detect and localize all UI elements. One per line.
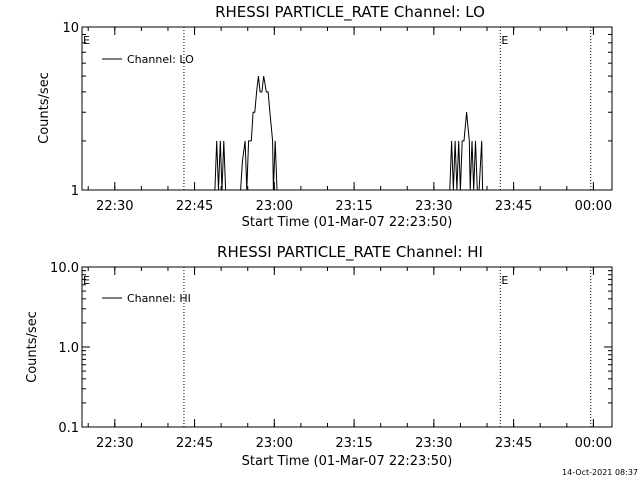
- generation-timestamp: 14-Oct-2021 08:37: [562, 468, 638, 477]
- x-tick-label: 23:00: [256, 199, 293, 214]
- y-axis-label: Counts/sec: [37, 72, 52, 144]
- series-line: [82, 76, 612, 191]
- x-tick-label: 22:45: [176, 199, 213, 214]
- event-marker-label: E: [83, 34, 90, 47]
- x-tick-label: 23:15: [335, 199, 372, 214]
- event-marker-label: E: [83, 274, 90, 287]
- legend-label: Channel: HI: [127, 292, 191, 305]
- x-tick-label: 23:15: [335, 436, 372, 451]
- y-tick-label: 1: [71, 184, 79, 199]
- y-axis-label: Counts/sec: [25, 311, 40, 383]
- x-tick-label: 00:00: [575, 436, 612, 451]
- y-tick-label: 10.0: [50, 261, 79, 276]
- x-tick-label: 23:00: [256, 436, 293, 451]
- x-axis-label: Start Time (01-Mar-07 22:23:50): [242, 454, 453, 469]
- x-tick-label: 22:30: [96, 436, 133, 451]
- legend: Channel: HI: [102, 292, 191, 305]
- x-tick-label: 22:45: [176, 436, 213, 451]
- chart-title: RHESSI PARTICLE_RATE Channel: LO: [215, 3, 485, 22]
- axis-ticks: 22:30 22:45 23:00 23:15 23:30 23:45 00:00 1 10: [62, 21, 612, 214]
- chart-panel-hi: RHESSI PARTICLE_RATE Channel: HI 22:30 22…: [25, 243, 613, 469]
- y-tick-label: 10: [62, 21, 79, 36]
- legend-label: Channel: LO: [127, 53, 194, 66]
- chart-panel-lo: RHESSI PARTICLE_RATE Channel: LO 22:30 22…: [37, 3, 613, 230]
- plot-frame: [81, 26, 613, 191]
- y-tick-label: 0.1: [58, 421, 79, 436]
- axis-ticks: 22:30 22:45 23:00 23:15 23:30 23:45 00:00 0.1 1.…: [50, 261, 612, 451]
- legend: Channel: LO: [102, 53, 194, 66]
- plot-frame: [81, 266, 613, 428]
- x-tick-label: 23:30: [415, 436, 452, 451]
- event-marker-label: E: [501, 34, 508, 47]
- y-tick-label: 1.0: [58, 341, 79, 356]
- x-tick-label: 23:45: [495, 199, 532, 214]
- chart-title: RHESSI PARTICLE_RATE Channel: HI: [217, 243, 483, 262]
- x-tick-label: 23:30: [415, 199, 452, 214]
- x-tick-label: 23:45: [495, 436, 532, 451]
- x-tick-label: 22:30: [96, 199, 133, 214]
- data-series: [82, 76, 612, 191]
- x-tick-label: 00:00: [575, 199, 612, 214]
- x-axis-label: Start Time (01-Mar-07 22:23:50): [242, 215, 453, 230]
- event-marker-label: E: [501, 274, 508, 287]
